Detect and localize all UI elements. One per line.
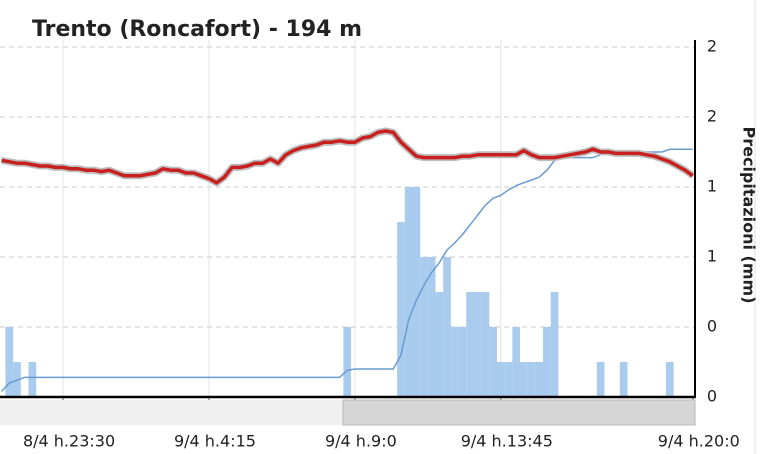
line bbox=[1, 148, 693, 392]
bar bbox=[504, 362, 513, 397]
x-tick-label: 9/4 h.20:0 bbox=[658, 432, 740, 451]
bar bbox=[450, 327, 459, 397]
bar bbox=[619, 362, 628, 397]
bar bbox=[466, 292, 474, 397]
x-tick-label: 8/4 h.23:30 bbox=[23, 432, 115, 451]
bar bbox=[420, 257, 428, 397]
bar bbox=[543, 327, 551, 397]
bar bbox=[481, 292, 490, 397]
line bbox=[1, 129, 694, 185]
bar bbox=[520, 362, 528, 397]
bar bbox=[550, 292, 559, 397]
bar bbox=[397, 222, 405, 397]
y-tick-label: 2 bbox=[707, 37, 717, 56]
chart-title: Trento (Roncafort) - 194 m bbox=[32, 17, 362, 42]
bar bbox=[458, 327, 467, 397]
bar bbox=[535, 362, 544, 397]
navigator-range[interactable] bbox=[342, 399, 696, 426]
bar bbox=[28, 362, 37, 397]
bar bbox=[443, 257, 451, 397]
y-tick-label: 1 bbox=[707, 247, 717, 266]
bar bbox=[489, 327, 497, 397]
y-tick-label: 0 bbox=[707, 387, 717, 406]
bar bbox=[435, 292, 444, 397]
bar bbox=[412, 187, 421, 397]
x-tick-label: 9/4 h.9:0 bbox=[325, 432, 397, 451]
x-tick-label: 9/4 h.4:15 bbox=[174, 432, 256, 451]
bar bbox=[596, 362, 605, 397]
y-tick-label: 0 bbox=[707, 317, 717, 336]
y-tick-label: 2 bbox=[707, 107, 717, 126]
y-tick-label: 1 bbox=[707, 177, 717, 196]
bar bbox=[527, 362, 536, 397]
bar bbox=[473, 292, 482, 397]
bar bbox=[427, 257, 436, 397]
bar bbox=[512, 327, 520, 397]
bar bbox=[343, 327, 352, 397]
y-axis-title: Precipitazioni (mm) bbox=[740, 126, 759, 303]
bar bbox=[665, 362, 674, 397]
bar bbox=[5, 327, 14, 397]
bar bbox=[404, 187, 413, 397]
x-tick-label: 9/4 h.13:45 bbox=[461, 432, 553, 451]
bar bbox=[496, 362, 505, 397]
